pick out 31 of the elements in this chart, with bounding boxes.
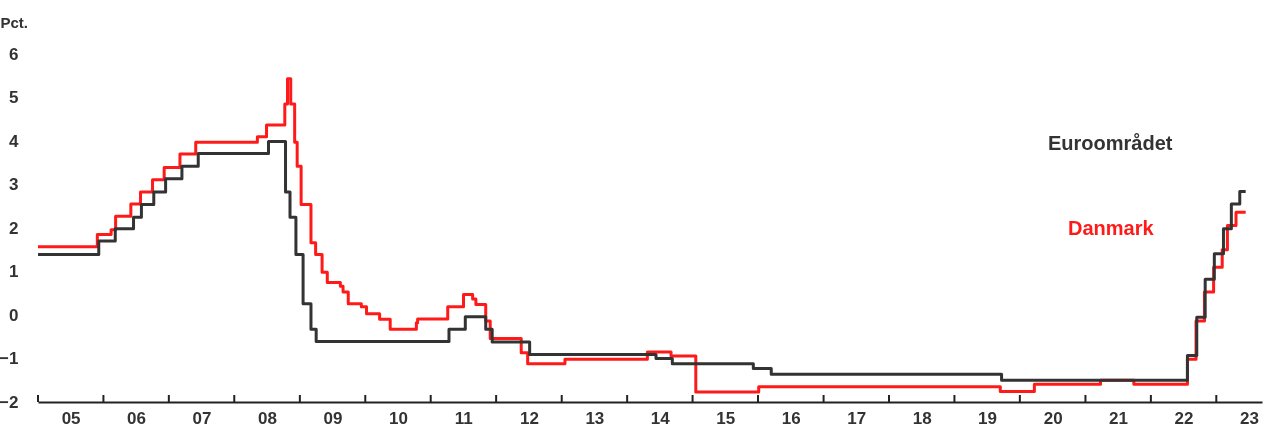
y-tick-label: 0 — [9, 305, 19, 325]
x-tick-label: 05 — [61, 408, 81, 428]
x-tick-label: 11 — [454, 408, 473, 428]
x-tick-label: 09 — [323, 408, 343, 428]
x-tick-label: 07 — [192, 408, 212, 428]
x-tick-label: 12 — [519, 408, 539, 428]
x-tick-label: 15 — [716, 408, 736, 428]
x-tick-label: 08 — [258, 408, 278, 428]
text: Euroområdet — [1048, 132, 1173, 154]
y-tick-label: 5 — [9, 88, 19, 107]
y-tick-label: 6 — [9, 44, 19, 64]
y-tick-label: 2 — [9, 218, 19, 238]
x-tick-label: 17 — [847, 408, 867, 428]
y-tick-label: 1 — [9, 262, 19, 281]
x-tick-label: 23 — [1239, 408, 1259, 428]
x-tick-label: 10 — [388, 408, 408, 428]
y-tick-label: 3 — [9, 175, 19, 194]
x-tick-label: 21 — [1109, 408, 1129, 428]
x-tick-label: 13 — [585, 408, 605, 428]
text: Danmark — [1068, 217, 1155, 239]
x-tick-label: 18 — [912, 408, 932, 428]
y-tick-label: −2 — [0, 392, 19, 412]
y-axis-title: Pct. — [0, 13, 29, 31]
x-tick-label: 19 — [978, 408, 998, 428]
y-tick-label: −1 — [0, 349, 19, 368]
x-tick-label: 16 — [781, 408, 801, 428]
x-tick-label: 20 — [1043, 408, 1063, 428]
x-tick-label: 06 — [127, 408, 146, 428]
x-tick-label: 22 — [1174, 408, 1194, 428]
y-tick-label: 4 — [9, 131, 20, 151]
x-tick-label: 14 — [650, 408, 671, 428]
